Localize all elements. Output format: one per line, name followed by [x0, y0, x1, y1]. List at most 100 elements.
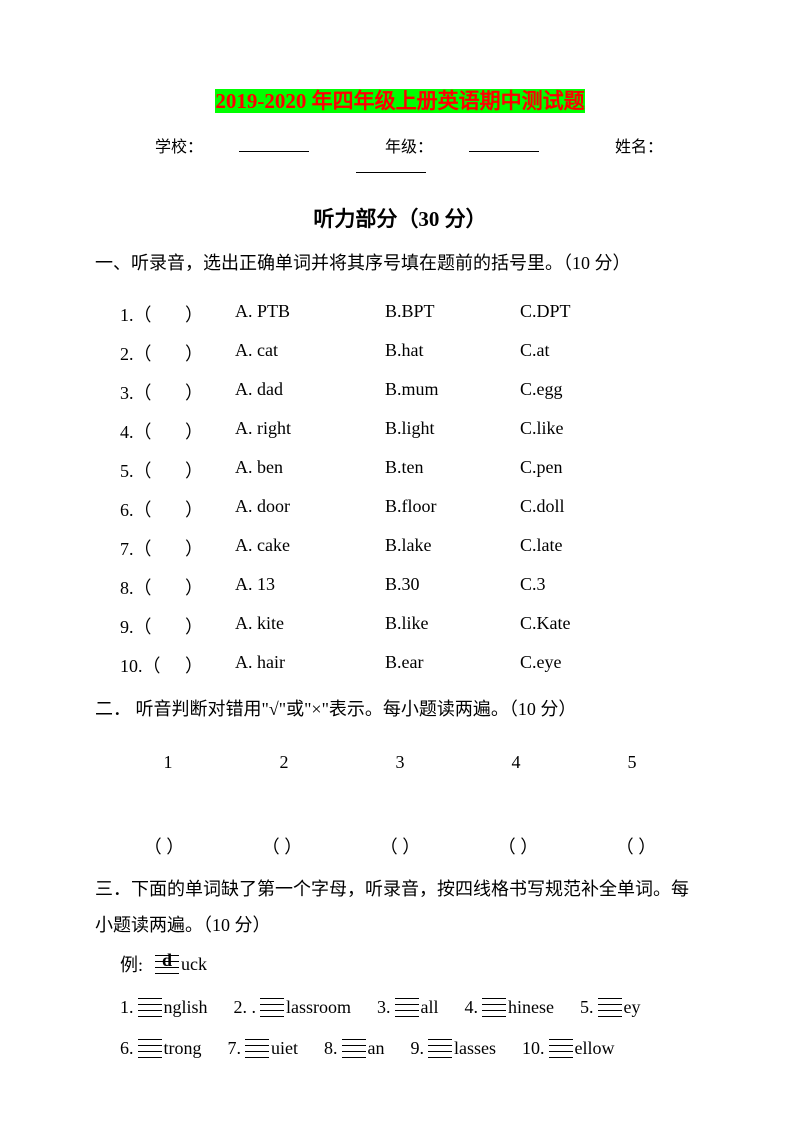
- fill-number: 2. .: [234, 997, 257, 1018]
- option-a: A. ben: [235, 457, 385, 483]
- title-year: 2019-2020: [215, 89, 306, 113]
- fill-item: 10.ellow: [522, 1038, 615, 1059]
- fill-item: 4. hinese: [465, 997, 554, 1018]
- example-word: uck: [181, 954, 207, 975]
- question-number: 5.（: [120, 457, 185, 483]
- fill-number: 1.: [120, 997, 134, 1018]
- four-line-grid: [428, 1039, 452, 1059]
- answer-blank: ）: [185, 613, 235, 639]
- fill-word: an: [368, 1038, 385, 1059]
- option-c: C.at: [520, 340, 640, 366]
- answer-blank: ）: [185, 379, 235, 405]
- section2-paren: （ ）: [616, 833, 657, 859]
- section2-paren: （ ）: [380, 833, 421, 859]
- question-number: 4.（: [120, 418, 185, 444]
- option-c: C.egg: [520, 379, 640, 405]
- section3-example: 例: d uck: [95, 951, 705, 977]
- option-b: B.light: [385, 418, 520, 444]
- question-row: 1.（）A. PTBB.BPTC.DPT: [120, 301, 705, 327]
- question-number: 2.（: [120, 340, 185, 366]
- fill-item: 1.nglish: [120, 997, 208, 1018]
- answer-blank: ）: [185, 496, 235, 522]
- four-line-grid: [138, 1039, 162, 1059]
- student-info-line: 学校： 年级： 姓名：: [95, 133, 705, 178]
- section3-row2: 6. trong 7. uiet 8.an 9. lasses 10.ellow: [95, 1038, 705, 1059]
- title-rest: 年四年级上册英语期中测试题: [306, 89, 584, 113]
- option-b: B.ten: [385, 457, 520, 483]
- question-row: 5.（）A. benB.tenC.pen: [120, 457, 705, 483]
- option-a: A. dad: [235, 379, 385, 405]
- section2-num: 2: [280, 752, 289, 773]
- question-row: 7.（）A. cakeB.lakeC.late: [120, 535, 705, 561]
- question-number: 9.（: [120, 613, 185, 639]
- question-row: 4.（）A. rightB.lightC.like: [120, 418, 705, 444]
- fill-item: 5.ey: [580, 997, 641, 1018]
- fill-item: 9. lasses: [411, 1038, 497, 1059]
- fill-word: all: [421, 997, 439, 1018]
- section3-header: 三．下面的单词缺了第一个字母，听录音，按四线格书写规范补全单词。每小题读两遍。（…: [95, 871, 705, 943]
- school-label: 学校：: [137, 139, 327, 156]
- fill-word: uiet: [271, 1038, 298, 1059]
- fill-number: 5.: [580, 997, 594, 1018]
- section2-num: 3: [396, 752, 405, 773]
- example-letter: d: [162, 950, 172, 971]
- answer-blank: ）: [185, 418, 235, 444]
- section2-num: 1: [164, 752, 173, 773]
- section2-paren: （ ）: [144, 833, 185, 859]
- answer-blank: ）: [185, 574, 235, 600]
- fill-word: lasses: [454, 1038, 496, 1059]
- option-c: C.like: [520, 418, 640, 444]
- option-a: A. cake: [235, 535, 385, 561]
- answer-blank: ）: [185, 652, 235, 678]
- fill-item: 8.an: [324, 1038, 385, 1059]
- section2-num: 4: [512, 752, 521, 773]
- question-number: 3.（: [120, 379, 185, 405]
- section2-numbers: 1 2 3 4 5: [95, 752, 705, 773]
- four-line-grid: [549, 1039, 573, 1059]
- answer-blank: ）: [185, 457, 235, 483]
- question-row: 8.（）A. 13B.30C.3: [120, 574, 705, 600]
- question-row: 9.（）A. kiteB.likeC.Kate: [120, 613, 705, 639]
- fill-number: 9.: [411, 1038, 425, 1059]
- four-line-grid: [342, 1039, 366, 1059]
- fill-word: hinese: [508, 997, 554, 1018]
- section2-paren: （ ）: [498, 833, 539, 859]
- option-c: C.eye: [520, 652, 640, 678]
- option-a: A. cat: [235, 340, 385, 366]
- fill-word: lassroom: [286, 997, 351, 1018]
- answer-blank: ）: [185, 301, 235, 327]
- fill-item: 6. trong: [120, 1038, 202, 1059]
- option-c: C.late: [520, 535, 640, 561]
- option-b: B.lake: [385, 535, 520, 561]
- fill-word: trong: [164, 1038, 202, 1059]
- section2-parentheses: （ ）（ ）（ ）（ ）（ ）: [95, 833, 705, 859]
- four-line-grid: [138, 998, 162, 1018]
- option-b: B.hat: [385, 340, 520, 366]
- four-line-grid: [482, 998, 506, 1018]
- option-c: C.pen: [520, 457, 640, 483]
- option-c: C.doll: [520, 496, 640, 522]
- option-b: B.30: [385, 574, 520, 600]
- option-b: B.BPT: [385, 301, 520, 327]
- fill-number: 10.: [522, 1038, 545, 1059]
- fill-number: 7.: [228, 1038, 242, 1059]
- section1-header: 一、听录音，选出正确单词并将其序号填在题前的括号里。（10 分）: [95, 245, 705, 281]
- question-number: 1.（: [120, 301, 185, 327]
- option-b: B.like: [385, 613, 520, 639]
- four-line-grid: [395, 998, 419, 1018]
- four-line-grid: [245, 1039, 269, 1059]
- section2-num: 5: [628, 752, 637, 773]
- grade-label: 年级：: [367, 139, 557, 156]
- fill-item: 7. uiet: [228, 1038, 299, 1059]
- listening-section-title: 听力部分（30 分）: [95, 203, 705, 233]
- fill-number: 6.: [120, 1038, 134, 1059]
- section1-questions: 1.（）A. PTBB.BPTC.DPT2.（）A. catB.hatC.at3…: [95, 301, 705, 678]
- option-a: A. right: [235, 418, 385, 444]
- fill-number: 4.: [465, 997, 479, 1018]
- section2-header: 二． 听音判断对错用"√"或"×"表示。每小题读两遍。（10 分）: [95, 691, 705, 727]
- question-row: 10.（）A. hairB.earC.eye: [120, 652, 705, 678]
- question-number: 7.（: [120, 535, 185, 561]
- option-a: A. kite: [235, 613, 385, 639]
- option-b: B.floor: [385, 496, 520, 522]
- option-c: C.3: [520, 574, 640, 600]
